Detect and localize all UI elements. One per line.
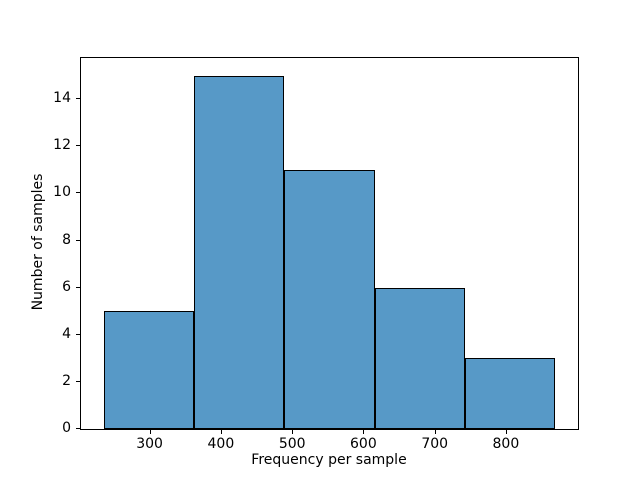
- y-axis-tick: [76, 98, 80, 100]
- y-axis-tick: [76, 145, 80, 147]
- histogram-bar: [465, 358, 556, 429]
- histogram-bar: [284, 169, 375, 429]
- y-axis-tick: [76, 380, 80, 382]
- x-axis-tick: [505, 430, 507, 434]
- y-axis-label: Number of samples: [30, 173, 46, 311]
- x-axis-tick-label: 500: [278, 436, 306, 452]
- x-axis-tick-label: 400: [207, 436, 235, 452]
- y-axis-tick: [76, 239, 80, 241]
- x-axis-label: Frequency per sample: [251, 452, 407, 468]
- histogram-bar: [374, 287, 466, 429]
- x-axis-tick-label: 700: [421, 436, 449, 452]
- y-axis-tick-label: 0: [62, 420, 71, 436]
- y-axis-tick-label: 10: [53, 184, 71, 201]
- y-axis-tick-label: 2: [62, 372, 71, 389]
- y-axis-tick: [76, 192, 80, 194]
- x-axis-tick-label: 300: [136, 436, 163, 452]
- y-axis-tick-label: 4: [62, 325, 71, 342]
- y-axis-tick-label: 12: [53, 137, 71, 154]
- plot-area: [80, 57, 579, 430]
- x-axis-tick: [220, 430, 222, 434]
- y-axis-tick: [76, 286, 80, 288]
- y-axis-tick: [76, 333, 80, 335]
- x-axis-tick: [149, 430, 151, 434]
- histogram-bar: [103, 311, 194, 429]
- x-axis-tick: [434, 430, 436, 434]
- x-axis-tick-label: 800: [492, 436, 520, 452]
- x-axis-tick: [363, 430, 365, 434]
- histogram-bar: [194, 75, 285, 429]
- x-axis-tick: [292, 430, 294, 434]
- y-axis-tick-label: 8: [62, 231, 71, 248]
- y-axis-tick-label: 6: [62, 278, 71, 295]
- y-axis-tick-label: 14: [53, 90, 71, 107]
- y-axis-tick: [76, 428, 80, 429]
- x-axis-tick-label: 600: [350, 436, 377, 452]
